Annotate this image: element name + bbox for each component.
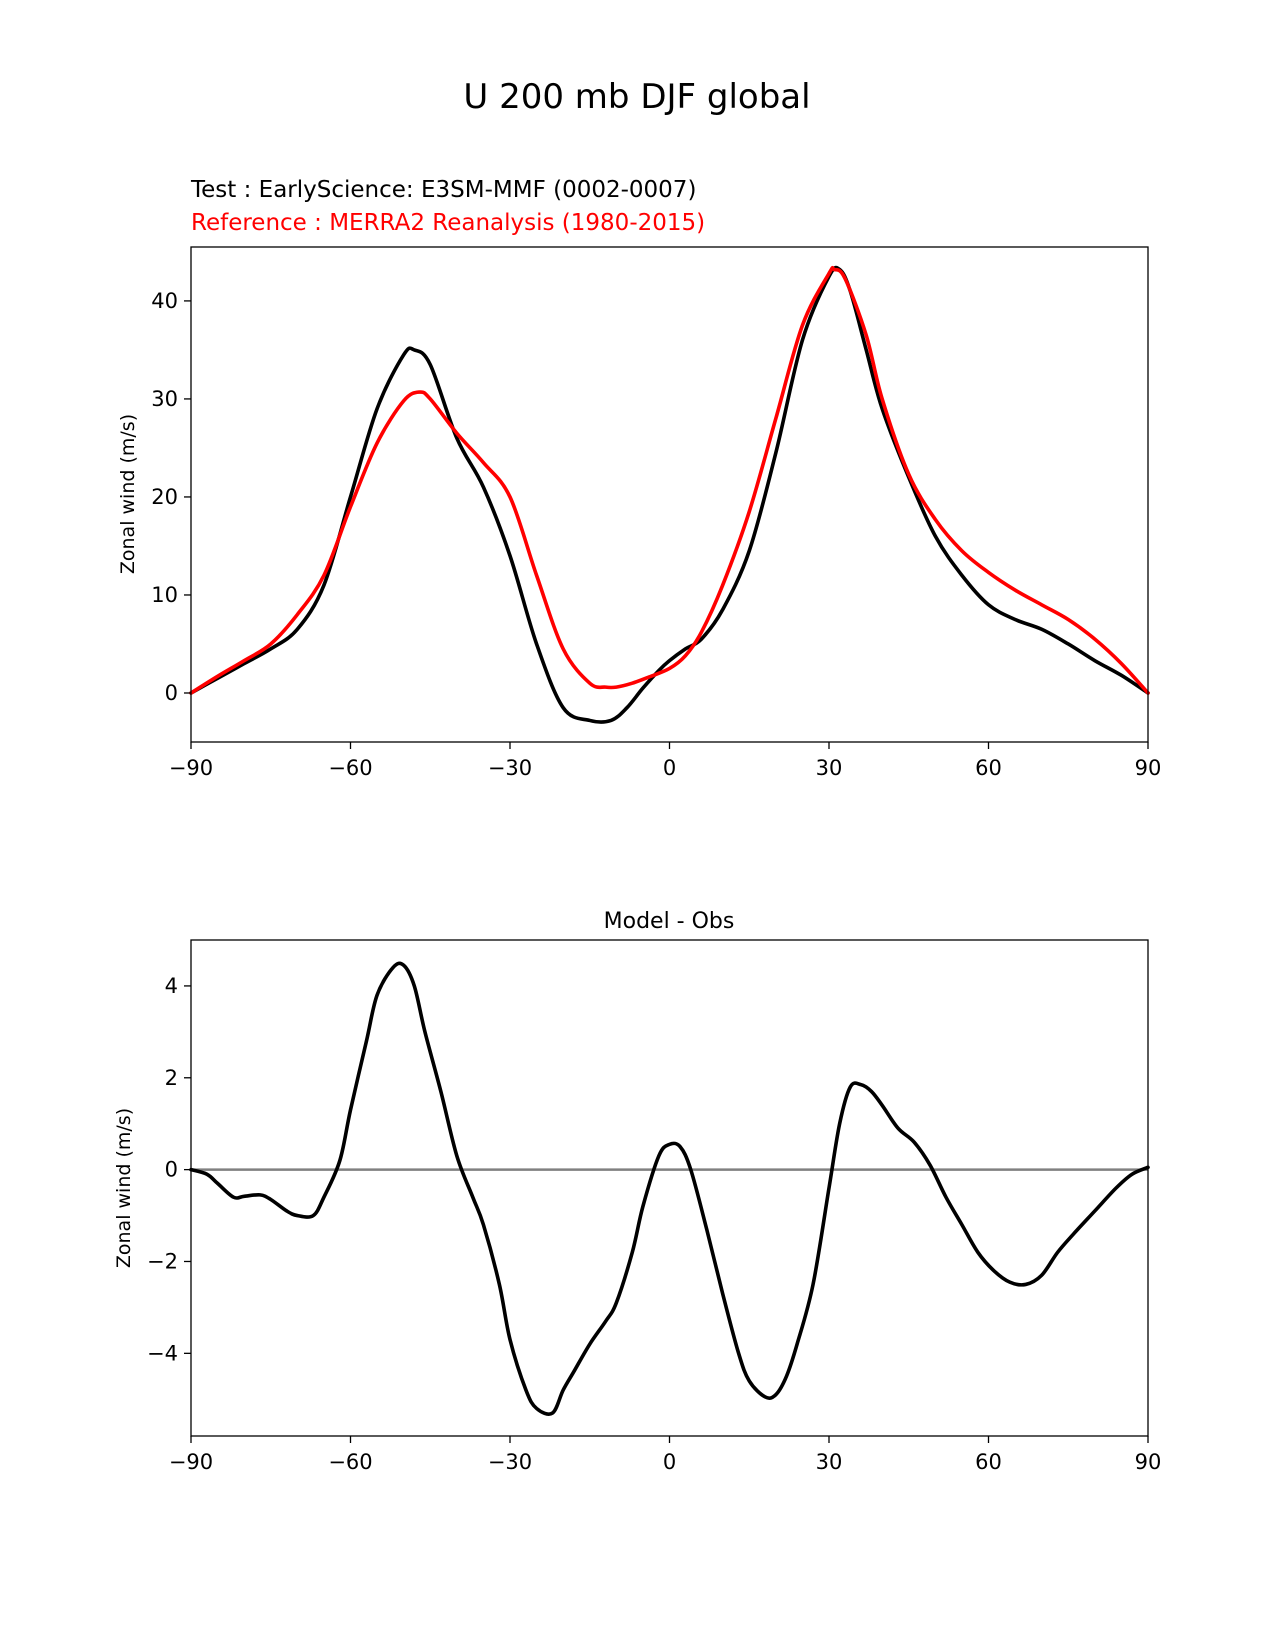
bottom-ticks-group: −90 −60 −30 0 30 60 90 −4 −2 0 2 4 [147,974,1161,1474]
top-plot-frame [190,246,1149,743]
bottom-x-tick-label: −60 [328,1450,372,1474]
top-y-axis-label: Zonal wind (m/s) [117,414,139,574]
panel-zonal-wind: Test : EarlyScience: E3SM-MMF (0002-0007… [117,177,1161,780]
reference-title: Reference : MERRA2 Reanalysis (1980-2015… [191,210,705,236]
bottom-x-tick-label: −90 [169,1450,213,1474]
bottom-y-tick-label: −2 [147,1249,178,1273]
figure-title: U 200 mb DJF global [463,77,810,117]
bottom-series-difference-line [189,961,1150,1416]
bottom-y-tick-label: −4 [147,1341,178,1365]
top-x-tick-label: 60 [975,756,1002,780]
bottom-y-tick-label: 4 [165,974,178,998]
top-x-tick-label: −90 [169,756,213,780]
bottom-y-tick-label: 0 [165,1158,178,1182]
bottom-y-tick-label: 2 [165,1066,178,1090]
panel-model-minus-obs: Model - Obs −90 −60 −30 0 30 60 90 −4 −2 0 2 4 Zona… [113,909,1161,1474]
bottom-x-tick-label: 30 [816,1450,843,1474]
top-series-reference-line [189,265,1150,695]
bottom-series-group [189,961,1150,1416]
top-y-tick-label: 10 [151,583,178,607]
test-title: Test : EarlyScience: E3SM-MMF (0002-0007… [190,177,696,203]
bottom-plot-frame [190,939,1149,1437]
top-series-group [189,265,1150,724]
bottom-y-axis-label: Zonal wind (m/s) [113,1108,135,1268]
top-x-tick-label: 30 [816,756,843,780]
bottom-panel-title: Model - Obs [604,909,735,934]
bottom-x-tick-label: 90 [1135,1450,1162,1474]
top-series-test-line [189,265,1150,724]
top-y-tick-label: 0 [165,681,178,705]
top-ticks-group: −90 −60 −30 0 30 60 90 0 10 20 30 40 [151,289,1161,780]
top-x-tick-label: −60 [328,756,372,780]
top-x-tick-label: −30 [488,756,532,780]
top-y-tick-label: 40 [151,289,178,313]
bottom-x-tick-label: −30 [488,1450,532,1474]
bottom-x-tick-label: 60 [975,1450,1002,1474]
bottom-x-tick-label: 0 [663,1450,676,1474]
top-x-tick-label: 90 [1135,756,1162,780]
top-x-tick-label: 0 [663,756,676,780]
top-y-tick-label: 20 [151,485,178,509]
top-y-tick-label: 30 [151,387,178,411]
